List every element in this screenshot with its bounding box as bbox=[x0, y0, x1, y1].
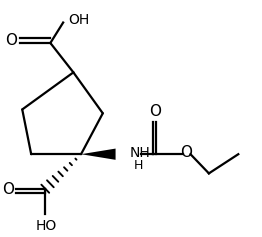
Polygon shape bbox=[81, 149, 116, 160]
Text: OH: OH bbox=[68, 13, 89, 27]
Text: HO: HO bbox=[36, 219, 57, 233]
Text: O: O bbox=[149, 104, 161, 119]
Text: O: O bbox=[2, 182, 14, 197]
Text: O: O bbox=[6, 33, 18, 48]
Text: O: O bbox=[181, 146, 192, 160]
Text: NH: NH bbox=[130, 146, 150, 160]
Text: H: H bbox=[134, 159, 143, 172]
